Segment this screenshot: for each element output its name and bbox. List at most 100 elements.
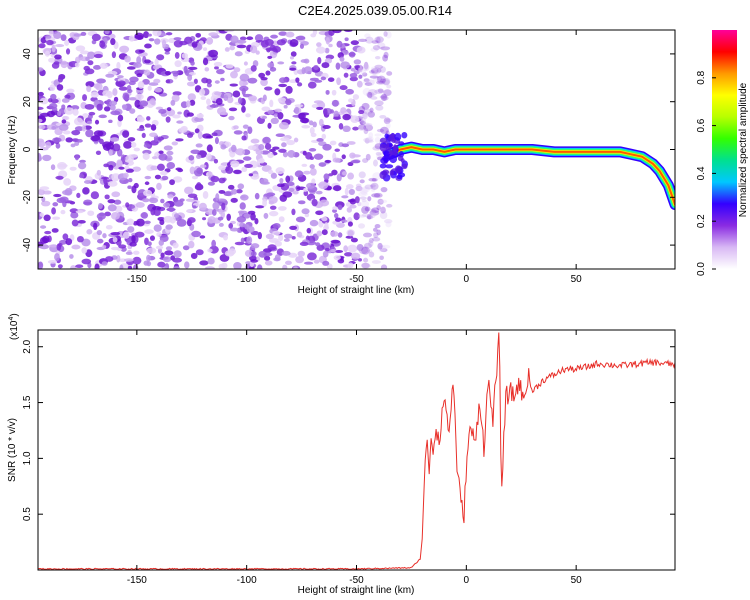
- spectrogram-noise-blob: [336, 40, 343, 48]
- spectrogram-noise-blob: [178, 127, 188, 133]
- spectrogram-noise-blob: [212, 201, 220, 210]
- spectrogram-noise-blob: [51, 125, 57, 130]
- spectrogram-noise-blob: [166, 150, 174, 156]
- spectrogram-noise-blob: [163, 145, 173, 151]
- spectrogram-noise-blob: [122, 130, 130, 138]
- spectrogram-noise-blob: [364, 122, 373, 127]
- spectrogram-noise-blob: [272, 146, 280, 150]
- spectrogram-noise-blob: [278, 234, 284, 242]
- colorbar-ticks: 0.0 0.2 0.4 0.6 0.8: [696, 70, 716, 276]
- spectrogram-noise-blob: [242, 81, 249, 86]
- spectrogram-noise-blob: [363, 78, 370, 83]
- spectrogram-noise-blob: [118, 166, 125, 170]
- spectrogram-noise-blob: [376, 80, 386, 85]
- spectrogram-noise-blob: [118, 244, 127, 249]
- spectrogram-noise-blob: [241, 105, 246, 113]
- spectrogram-noise-blob: [364, 242, 372, 249]
- spectrogram-noise-blob: [214, 80, 220, 84]
- spectrogram-noise-blob: [268, 210, 279, 217]
- spectrogram-noise-blob: [70, 265, 77, 269]
- spectrogram-noise-blob: [146, 254, 151, 262]
- spectrogram-noise-blob: [85, 56, 90, 62]
- spectrogram-onset-blob: [379, 137, 388, 144]
- spectrogram-noise-blob: [243, 213, 251, 219]
- spectrogram-noise-blob: [224, 250, 235, 257]
- spectrogram-noise-blob: [207, 257, 215, 265]
- spectrogram-noise-blob: [61, 98, 70, 103]
- spectrogram-noise-blob: [363, 264, 371, 268]
- spectrogram-noise-blob: [127, 226, 135, 233]
- spectrogram-noise-blob: [362, 72, 368, 77]
- spectrogram-noise-blob: [163, 202, 171, 208]
- spectrogram-noise-blob: [317, 56, 322, 65]
- spectrogram-noise-blob: [376, 36, 381, 44]
- spectrogram-noise-blob: [81, 258, 92, 265]
- spectrogram-noise-blob: [249, 45, 258, 54]
- spectrogram-noise-blob: [278, 121, 289, 130]
- spectrogram-noise-blob: [48, 30, 54, 37]
- spectrogram-noise-blob: [341, 195, 349, 199]
- spectrogram-noise-blob: [374, 55, 381, 60]
- spectrogram-noise-blob: [270, 117, 279, 124]
- spectrogram-noise-blob: [279, 77, 287, 84]
- spectrogram-noise-blob: [96, 229, 103, 236]
- spectrogram-noise-blob: [133, 62, 142, 69]
- spectrogram-noise-blob: [374, 100, 384, 106]
- spectrogram-noise-blob: [341, 171, 347, 176]
- spectrogram-noise-blob: [96, 103, 103, 111]
- spectrogram-noise-blob: [358, 223, 366, 229]
- spectrogram-noise-blob: [158, 109, 167, 114]
- spectrogram-noise-blob: [364, 138, 370, 144]
- spectrogram-noise-blob: [55, 44, 65, 48]
- spectrogram-noise-blob: [375, 105, 384, 111]
- spectrogram-noise-blob: [339, 56, 345, 62]
- spectrogram-noise-blob: [146, 247, 157, 254]
- spectrogram-noise-blob: [107, 180, 118, 187]
- spectrogram-noise-blob: [367, 91, 373, 99]
- spectrogram-noise-blob: [42, 47, 52, 55]
- spectrogram-noise-blob: [218, 190, 226, 194]
- spectrogram-noise-blob: [38, 261, 44, 269]
- spectrogram-noise-blob: [113, 199, 122, 205]
- spectrogram-noise-blob: [218, 263, 225, 269]
- spectrogram-noise-blob: [52, 202, 59, 207]
- spectrogram-noise-blob: [199, 235, 206, 239]
- spectrogram-noise-blob: [208, 49, 219, 58]
- spectrogram-noise-blob: [144, 59, 151, 64]
- spectrogram-noise-blob: [273, 113, 279, 118]
- spectrogram-noise-blob: [142, 78, 150, 85]
- spectrogram-noise-blob: [382, 77, 391, 86]
- spectrogram-noise-blob: [229, 45, 236, 51]
- spectrogram-noise-blob: [362, 87, 372, 96]
- spectrogram-noise-blob: [223, 234, 228, 241]
- spectrogram-noise-blob: [126, 84, 132, 92]
- spectrogram-noise-blob: [228, 222, 234, 229]
- spectrogram-noise-blob: [363, 108, 373, 115]
- spectrogram-noise-blob: [371, 207, 380, 214]
- spectrogram-noise-blob: [348, 98, 354, 103]
- spectrogram-noise-blob: [185, 100, 191, 108]
- spectrogram-noise-blob: [293, 266, 298, 269]
- spectrogram-noise-blob: [262, 199, 267, 207]
- spectrogram-noise-blob: [379, 255, 384, 261]
- spectrogram-noise-blob: [208, 32, 219, 37]
- spectrogram-noise-blob: [241, 135, 247, 141]
- spectrogram-noise-blob: [157, 261, 166, 268]
- spectrogram-noise-blob: [386, 84, 392, 89]
- spectrogram-noise-blob: [83, 180, 92, 184]
- spectrogram-noise-blob: [149, 235, 156, 241]
- spectrogram-noise-blob: [262, 136, 271, 144]
- spectrogram-noise-blob: [359, 196, 367, 200]
- spectrogram-noise-blob: [95, 150, 102, 155]
- spectrogram-onset-blob: [389, 155, 398, 164]
- spectrogram-noise-blob: [345, 235, 354, 239]
- spectrogram-noise-blob: [349, 72, 358, 78]
- spectrogram-noise-blob: [241, 166, 248, 172]
- spectrogram-noise-blob: [365, 153, 371, 161]
- spectrogram-noise-blob: [294, 104, 304, 108]
- spectrogram-noise-blob: [147, 33, 152, 37]
- spectrogram-noise-blob: [147, 85, 152, 91]
- spectrogram-noise-blob: [156, 182, 162, 191]
- spectrogram-noise-blob: [362, 232, 373, 238]
- spectrogram-noise-blob: [205, 78, 212, 84]
